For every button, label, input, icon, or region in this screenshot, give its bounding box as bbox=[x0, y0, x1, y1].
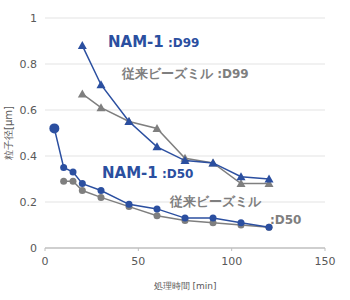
chart: 0 0.2 0.4 0.6 0.8 1 0 50 100 150 処理時間 [min] 粒子径[μm]… bbox=[0, 0, 350, 300]
data-point bbox=[79, 180, 86, 187]
series-line bbox=[54, 128, 269, 227]
data-point bbox=[78, 41, 87, 49]
grid-line bbox=[45, 18, 325, 19]
series-label: NAM-1 :D99 bbox=[108, 33, 199, 51]
data-point bbox=[60, 178, 67, 185]
data-point bbox=[237, 172, 246, 180]
data-point bbox=[125, 117, 134, 125]
series-line bbox=[82, 46, 269, 179]
x-tick-label: 100 bbox=[221, 255, 242, 268]
data-point bbox=[97, 80, 106, 88]
x-tick bbox=[138, 248, 139, 251]
grid-line bbox=[45, 64, 325, 65]
x-tick bbox=[231, 248, 232, 251]
x-tick bbox=[325, 248, 326, 251]
data-point bbox=[238, 219, 245, 226]
y-tick-label: 0 bbox=[30, 242, 37, 255]
y-tick-label: 0.4 bbox=[20, 150, 38, 163]
x-tick-label: 150 bbox=[315, 255, 336, 268]
data-point bbox=[98, 187, 105, 194]
data-point bbox=[98, 194, 105, 201]
y-tick-label: 1 bbox=[30, 12, 37, 25]
series-label-part: NAM-1 bbox=[102, 164, 158, 182]
series-label: 従来ビーズミル :D50 bbox=[169, 194, 301, 227]
data-point bbox=[70, 178, 77, 185]
data-point bbox=[60, 164, 67, 171]
series-label-part: :D99 bbox=[164, 36, 200, 50]
data-point bbox=[265, 175, 274, 183]
y-tick-label: 0.8 bbox=[20, 58, 38, 71]
data-point bbox=[70, 169, 77, 176]
series-label: NAM-1 :D50 bbox=[102, 164, 193, 182]
data-point bbox=[126, 201, 133, 208]
series-label-part: 従来ビーズミル bbox=[169, 194, 262, 209]
data-point bbox=[181, 156, 190, 164]
grid-line bbox=[45, 248, 325, 249]
data-point bbox=[153, 142, 162, 150]
x-axis-line bbox=[45, 248, 325, 249]
series-line bbox=[82, 94, 269, 184]
series-label-part: :D50 bbox=[270, 213, 301, 227]
x-axis-label: 処理時間 [min] bbox=[154, 281, 217, 291]
data-point bbox=[154, 205, 161, 212]
data-point bbox=[154, 212, 161, 219]
series-label-part: NAM-1 bbox=[108, 33, 164, 51]
x-tick bbox=[45, 248, 46, 251]
grid-line bbox=[45, 110, 325, 111]
series-label-part: 従来ビーズミル bbox=[121, 66, 214, 81]
y-tick-label: 0.2 bbox=[20, 196, 38, 209]
y-tick-label: 0.6 bbox=[20, 104, 38, 117]
x-tick-label: 50 bbox=[131, 255, 145, 268]
data-point bbox=[237, 179, 246, 187]
plot-area bbox=[49, 41, 273, 231]
data-point bbox=[78, 89, 87, 97]
series-label-part: :D99 bbox=[213, 67, 249, 81]
data-point bbox=[153, 124, 162, 132]
data-point bbox=[209, 158, 218, 166]
y-axis-label: 粒子径[μm] bbox=[3, 106, 14, 160]
data-point bbox=[49, 123, 59, 133]
x-tick-label: 0 bbox=[42, 255, 49, 268]
data-point bbox=[79, 187, 86, 194]
data-point bbox=[182, 215, 189, 222]
data-point bbox=[210, 215, 217, 222]
series-label: 従来ビーズミル :D99 bbox=[121, 66, 249, 81]
series-label-part: :D50 bbox=[158, 167, 194, 181]
data-point bbox=[97, 103, 106, 111]
